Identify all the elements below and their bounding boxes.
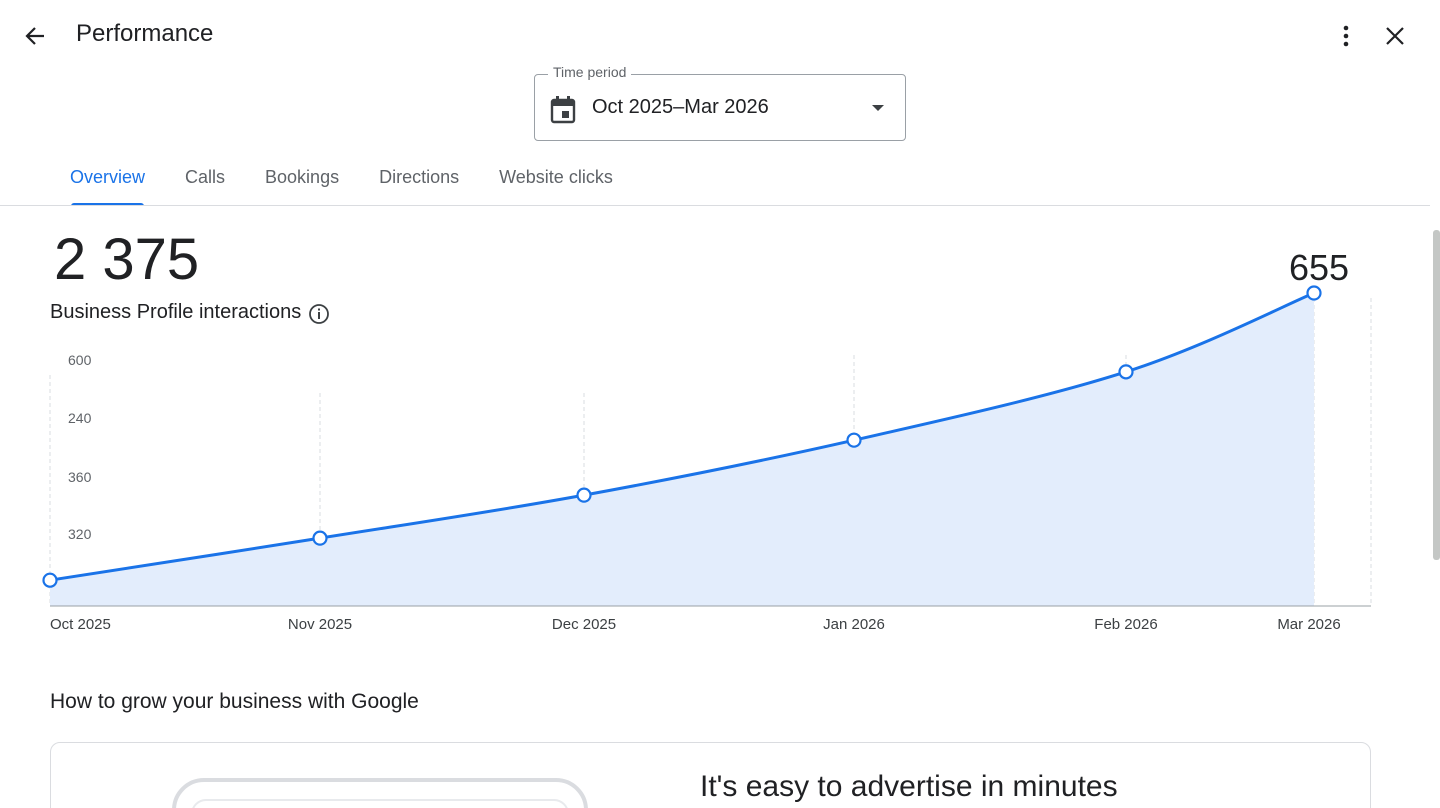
point: [846, 432, 862, 448]
card-title: It's easy to advertise in minutes: [700, 770, 1118, 803]
tab[interactable]: Overview: [50, 150, 165, 206]
dropdown-arrow: [872, 105, 884, 111]
time-period-label: Time period: [548, 64, 632, 80]
y-tick-label: 600: [68, 352, 92, 368]
back-button[interactable]: [22, 22, 50, 50]
point: [1118, 364, 1134, 380]
tab[interactable]: Bookings: [265, 167, 340, 187]
calendar-icon: [550, 96, 576, 124]
point: [42, 572, 58, 588]
time-period-value: Oct 2025–Mar 2026: [592, 96, 769, 118]
more-button[interactable]: [1334, 22, 1358, 50]
tab-bar: Overview Calls Bookings Directions Website c…: [50, 150, 633, 206]
section-title: How to grow your business with Google: [50, 690, 419, 713]
line: [49, 291, 1315, 582]
x-tick-label: Feb 2026: [1094, 616, 1157, 633]
chart: 600 240 360 320 Oct 2025 Nov 2025 Dec 2025 Jan …: [42, 247, 1372, 633]
metric-label: Business Profile interactions: [50, 301, 302, 323]
x-tick-label: Jan 2026: [823, 616, 885, 633]
data-label: 655: [1289, 247, 1349, 288]
point: [576, 487, 592, 503]
time-period-select[interactable]: [534, 74, 906, 141]
phone-illustration: [172, 778, 588, 808]
x-tick-label: Mar 2026: [1277, 616, 1340, 633]
tab[interactable]: Directions: [379, 167, 460, 187]
total-value: 2 375: [54, 227, 200, 292]
x-tick-label: Dec 2025: [552, 616, 616, 633]
promo-card: [50, 742, 1371, 808]
tab[interactable]: Calls: [185, 167, 226, 187]
divider: [0, 205, 1430, 206]
point: [312, 530, 328, 546]
tab[interactable]: Website clicks: [499, 167, 613, 187]
y-tick-label: 240: [68, 410, 92, 426]
close-button[interactable]: [1383, 24, 1407, 48]
x-tick-label: Oct 2025: [50, 616, 111, 633]
y-tick-label: 360: [68, 469, 92, 485]
scrollbar[interactable]: [1433, 230, 1440, 560]
area: [50, 293, 1314, 606]
point: [1306, 285, 1322, 301]
x-tick-label: Nov 2025: [288, 616, 352, 633]
info-icon[interactable]: [308, 303, 330, 325]
page-title: Performance: [76, 20, 214, 47]
y-tick-label: 320: [68, 526, 92, 542]
